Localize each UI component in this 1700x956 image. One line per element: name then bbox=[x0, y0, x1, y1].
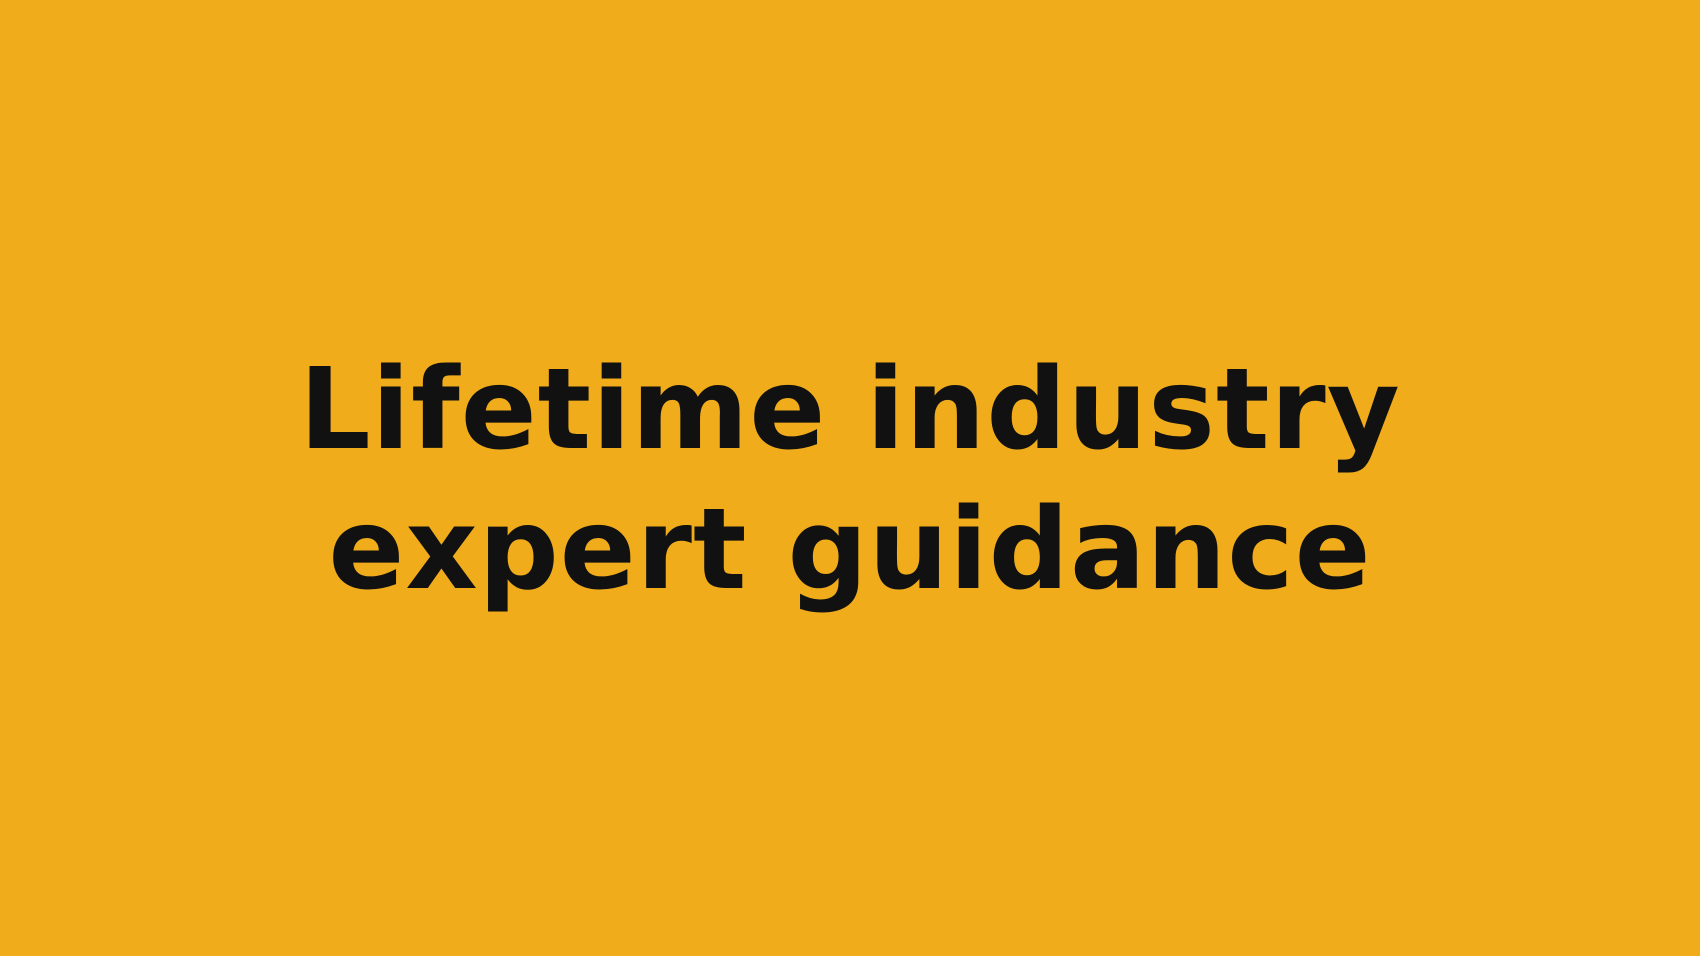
headline: Lifetime industry expert guidance bbox=[0, 340, 1700, 620]
headline-line-1: Lifetime industry bbox=[299, 345, 1401, 475]
headline-line-2: expert guidance bbox=[328, 485, 1372, 615]
